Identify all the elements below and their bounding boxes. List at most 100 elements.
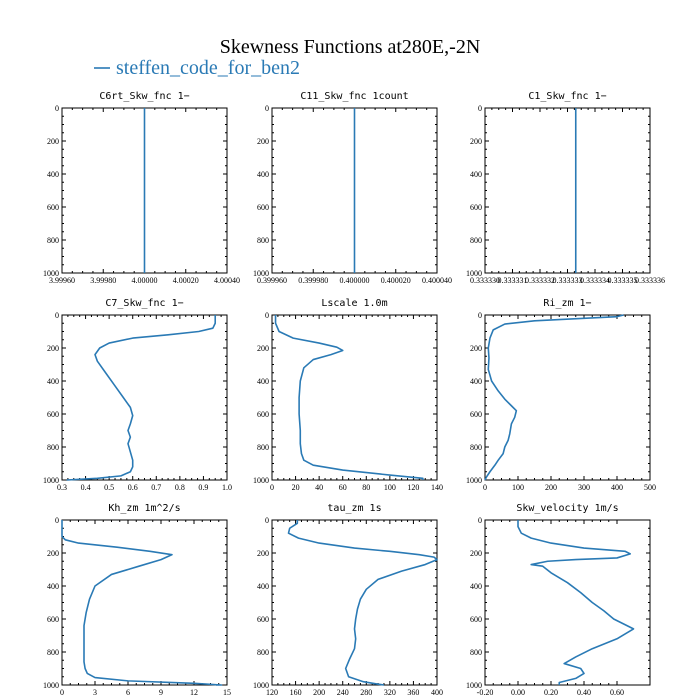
x-tick-label: 0.399960 xyxy=(257,276,287,285)
y-tick-label: 200 xyxy=(257,137,269,146)
y-tick-label: 400 xyxy=(257,170,269,179)
panel-title: Ri_zm 1− xyxy=(543,298,591,309)
x-tick-label: 0.400020 xyxy=(381,276,411,285)
y-tick-label: 600 xyxy=(470,615,482,624)
x-tick-label: 240 xyxy=(337,688,349,697)
x-tick-label: 0.333336 xyxy=(635,276,665,285)
panel-title: tau_zm 1s xyxy=(327,503,381,514)
x-tick-label: 280 xyxy=(360,688,372,697)
y-tick-label: 1000 xyxy=(43,269,59,278)
x-tick-label: 0 xyxy=(60,688,64,697)
x-tick-label: 0.4 xyxy=(81,483,91,492)
y-tick-label: 1000 xyxy=(466,476,482,485)
series-line xyxy=(287,520,438,686)
y-tick-label: 1000 xyxy=(43,476,59,485)
x-tick-label: 0.400040 xyxy=(422,276,452,285)
x-tick-label: 320 xyxy=(384,688,396,697)
y-tick-label: 600 xyxy=(470,410,482,419)
x-tick-label: 100 xyxy=(512,483,524,492)
y-tick-label: 1000 xyxy=(466,681,482,690)
y-tick-label: 400 xyxy=(470,377,482,386)
x-tick-label: 0.333331 xyxy=(498,276,528,285)
x-tick-label: 0.399980 xyxy=(298,276,328,285)
figure-title: Skewness Functions at280E,-2N xyxy=(220,36,481,58)
x-tick-label: 140 xyxy=(431,483,443,492)
y-tick-label: 600 xyxy=(257,410,269,419)
x-tick-label: 0.333332 xyxy=(525,276,555,285)
y-tick-label: 0 xyxy=(478,104,482,113)
y-tick-label: 0 xyxy=(55,516,59,525)
x-tick-label: 9 xyxy=(159,688,163,697)
y-tick-label: 600 xyxy=(257,203,269,212)
x-tick-label: 0 xyxy=(270,483,274,492)
x-tick-label: 0.8 xyxy=(175,483,185,492)
plot-frame xyxy=(484,519,651,686)
y-tick-label: 800 xyxy=(257,443,269,452)
y-tick-label: 200 xyxy=(257,344,269,353)
x-tick-label: 0.6 xyxy=(128,483,138,492)
y-tick-label: 400 xyxy=(47,170,59,179)
x-tick-label: 0.60 xyxy=(610,688,624,697)
y-tick-label: 0 xyxy=(55,311,59,320)
y-tick-label: 400 xyxy=(47,377,59,386)
x-tick-label: 400 xyxy=(611,483,623,492)
series-line xyxy=(66,315,217,481)
x-tick-label: 0.333330 xyxy=(470,276,500,285)
y-tick-label: 0 xyxy=(55,104,59,113)
y-tick-label: 600 xyxy=(47,410,59,419)
x-tick-label: 0.7 xyxy=(151,483,161,492)
x-tick-label: 360 xyxy=(407,688,419,697)
x-tick-label: -0.20 xyxy=(477,688,494,697)
y-tick-label: 200 xyxy=(47,344,59,353)
y-tick-label: 0 xyxy=(265,104,269,113)
y-tick-label: 1000 xyxy=(253,269,269,278)
x-tick-label: 500 xyxy=(644,483,656,492)
series-line xyxy=(484,314,624,481)
panel-2: C11_Skw_fnc 1count020040060080010000.399… xyxy=(253,91,452,285)
y-tick-label: 400 xyxy=(47,582,59,591)
y-tick-label: 1000 xyxy=(466,269,482,278)
x-tick-label: 0.333333 xyxy=(553,276,583,285)
y-tick-label: 600 xyxy=(470,203,482,212)
x-tick-label: 4.00000 xyxy=(132,276,158,285)
y-tick-label: 1000 xyxy=(253,681,269,690)
y-tick-label: 800 xyxy=(470,443,482,452)
plot-frame xyxy=(271,314,438,481)
x-tick-label: 20 xyxy=(292,483,300,492)
plot-frame xyxy=(271,519,438,686)
plot-frame xyxy=(484,107,651,274)
x-tick-label: 12 xyxy=(190,688,198,697)
y-tick-label: 200 xyxy=(47,137,59,146)
y-tick-label: 600 xyxy=(47,203,59,212)
x-tick-label: 0.5 xyxy=(104,483,114,492)
y-tick-label: 600 xyxy=(257,615,269,624)
y-tick-label: 800 xyxy=(470,648,482,657)
x-tick-label: 0.400000 xyxy=(340,276,370,285)
y-tick-label: 200 xyxy=(470,344,482,353)
y-tick-label: 400 xyxy=(257,582,269,591)
x-tick-label: 200 xyxy=(313,688,325,697)
x-tick-label: 0.40 xyxy=(577,688,591,697)
panel-3: C1_Skw_fnc 1−020040060080010000.3333300.… xyxy=(466,91,665,285)
y-tick-label: 800 xyxy=(470,236,482,245)
x-tick-label: 15 xyxy=(223,688,231,697)
x-tick-label: 100 xyxy=(384,483,396,492)
panel-title: C7_Skw_fnc 1− xyxy=(105,298,183,309)
legend-label: steffen_code_for_ben2 xyxy=(116,57,300,79)
x-tick-label: 3 xyxy=(93,688,97,697)
x-tick-label: 0.333334 xyxy=(580,276,610,285)
x-tick-label: 40 xyxy=(315,483,323,492)
x-tick-label: 60 xyxy=(339,483,347,492)
x-tick-label: 4.00040 xyxy=(214,276,240,285)
legend: steffen_code_for_ben2 xyxy=(94,57,300,79)
x-tick-label: 120 xyxy=(266,688,278,697)
y-tick-label: 0 xyxy=(478,311,482,320)
series-line xyxy=(517,520,635,685)
x-tick-label: 0.333335 xyxy=(608,276,638,285)
